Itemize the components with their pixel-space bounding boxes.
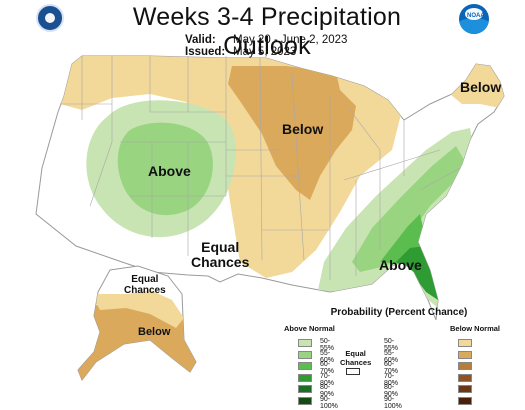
region-label-above-west: Above: [148, 163, 191, 179]
above-region-west-mid: [117, 122, 213, 216]
legend-below-range-3: 60-70%: [384, 361, 399, 376]
legend-swatch-below-1: [458, 339, 472, 347]
legend-above-header: Above Normal: [284, 324, 335, 333]
region-label-equal-chances-alaska: Equal Chances: [124, 274, 166, 296]
region-label-below-alaska: Below: [138, 326, 171, 338]
legend-below-range-5: 80-90%: [384, 384, 399, 399]
department-seal-icon: [36, 4, 64, 32]
region-label-equal-chances: Equal Chances: [191, 239, 250, 270]
conus-area: [35, 55, 505, 321]
valid-label: Valid:: [185, 34, 216, 46]
legend-swatch-below-2: [458, 350, 472, 359]
legend-swatch-below-3: [458, 362, 472, 371]
legend-swatch-below-5: [458, 385, 472, 394]
legend-swatch-below-4: [458, 373, 472, 382]
noaa-logo-text: NOAA: [467, 13, 485, 19]
legend-above-range-1: 50-55%: [320, 338, 335, 352]
legend: Probability (Percent Chance) Above Norma…: [280, 307, 520, 410]
legend-swatch-above-1: [298, 339, 312, 347]
legend-title: Probability (Percent Chance): [330, 307, 468, 318]
legend-above-range-2: 55-60%: [320, 349, 335, 364]
issued-label: Issued:: [185, 46, 226, 58]
region-label-below-new-england: Below: [460, 79, 502, 95]
state-borders: [60, 56, 461, 280]
noaa-logo-icon: NOAA: [459, 4, 489, 34]
legend-below-range-4: 70-80%: [384, 372, 399, 387]
issued-value: May 5, 2023: [233, 46, 297, 58]
legend-swatch-above-5: [298, 385, 312, 394]
legend-swatch-equal: [346, 368, 360, 375]
legend-above-range-3: 60-70%: [320, 361, 335, 376]
legend-swatch-above-4: [298, 373, 312, 382]
valid-line: Valid: May 20 - June 2, 2023: [185, 34, 347, 46]
below-region-alaska-light: [92, 290, 184, 328]
legend-above-range-5: 80-90%: [320, 384, 335, 399]
legend-below-range-1: 50-55%: [384, 338, 399, 352]
issued-line: Issued: May 5, 2023: [185, 46, 296, 58]
legend-above-range-6: 90-100%: [320, 395, 338, 410]
legend-above-range-4: 70-80%: [320, 372, 335, 387]
legend-equal-chances-label: Equal Chances: [340, 349, 372, 367]
valid-value: May 20 - June 2, 2023: [233, 34, 348, 46]
legend-swatch-below-6: [458, 396, 472, 405]
region-label-above-southeast: Above: [379, 257, 422, 273]
below-region-new-england: [450, 60, 504, 108]
legend-below-range-6: 90-100%: [384, 395, 402, 410]
below-region-upper-midwest: [228, 66, 356, 200]
legend-swatch-above-6: [298, 396, 312, 405]
legend-below-header: Below Normal: [450, 324, 501, 333]
legend-below-range-2: 55-60%: [384, 349, 399, 364]
legend-swatch-above-3: [298, 362, 312, 371]
legend-swatch-above-2: [298, 350, 312, 359]
map-title: Weeks 3-4 Precipitation Outlook: [132, 3, 402, 60]
region-label-below-upper-midwest: Below: [282, 121, 324, 137]
